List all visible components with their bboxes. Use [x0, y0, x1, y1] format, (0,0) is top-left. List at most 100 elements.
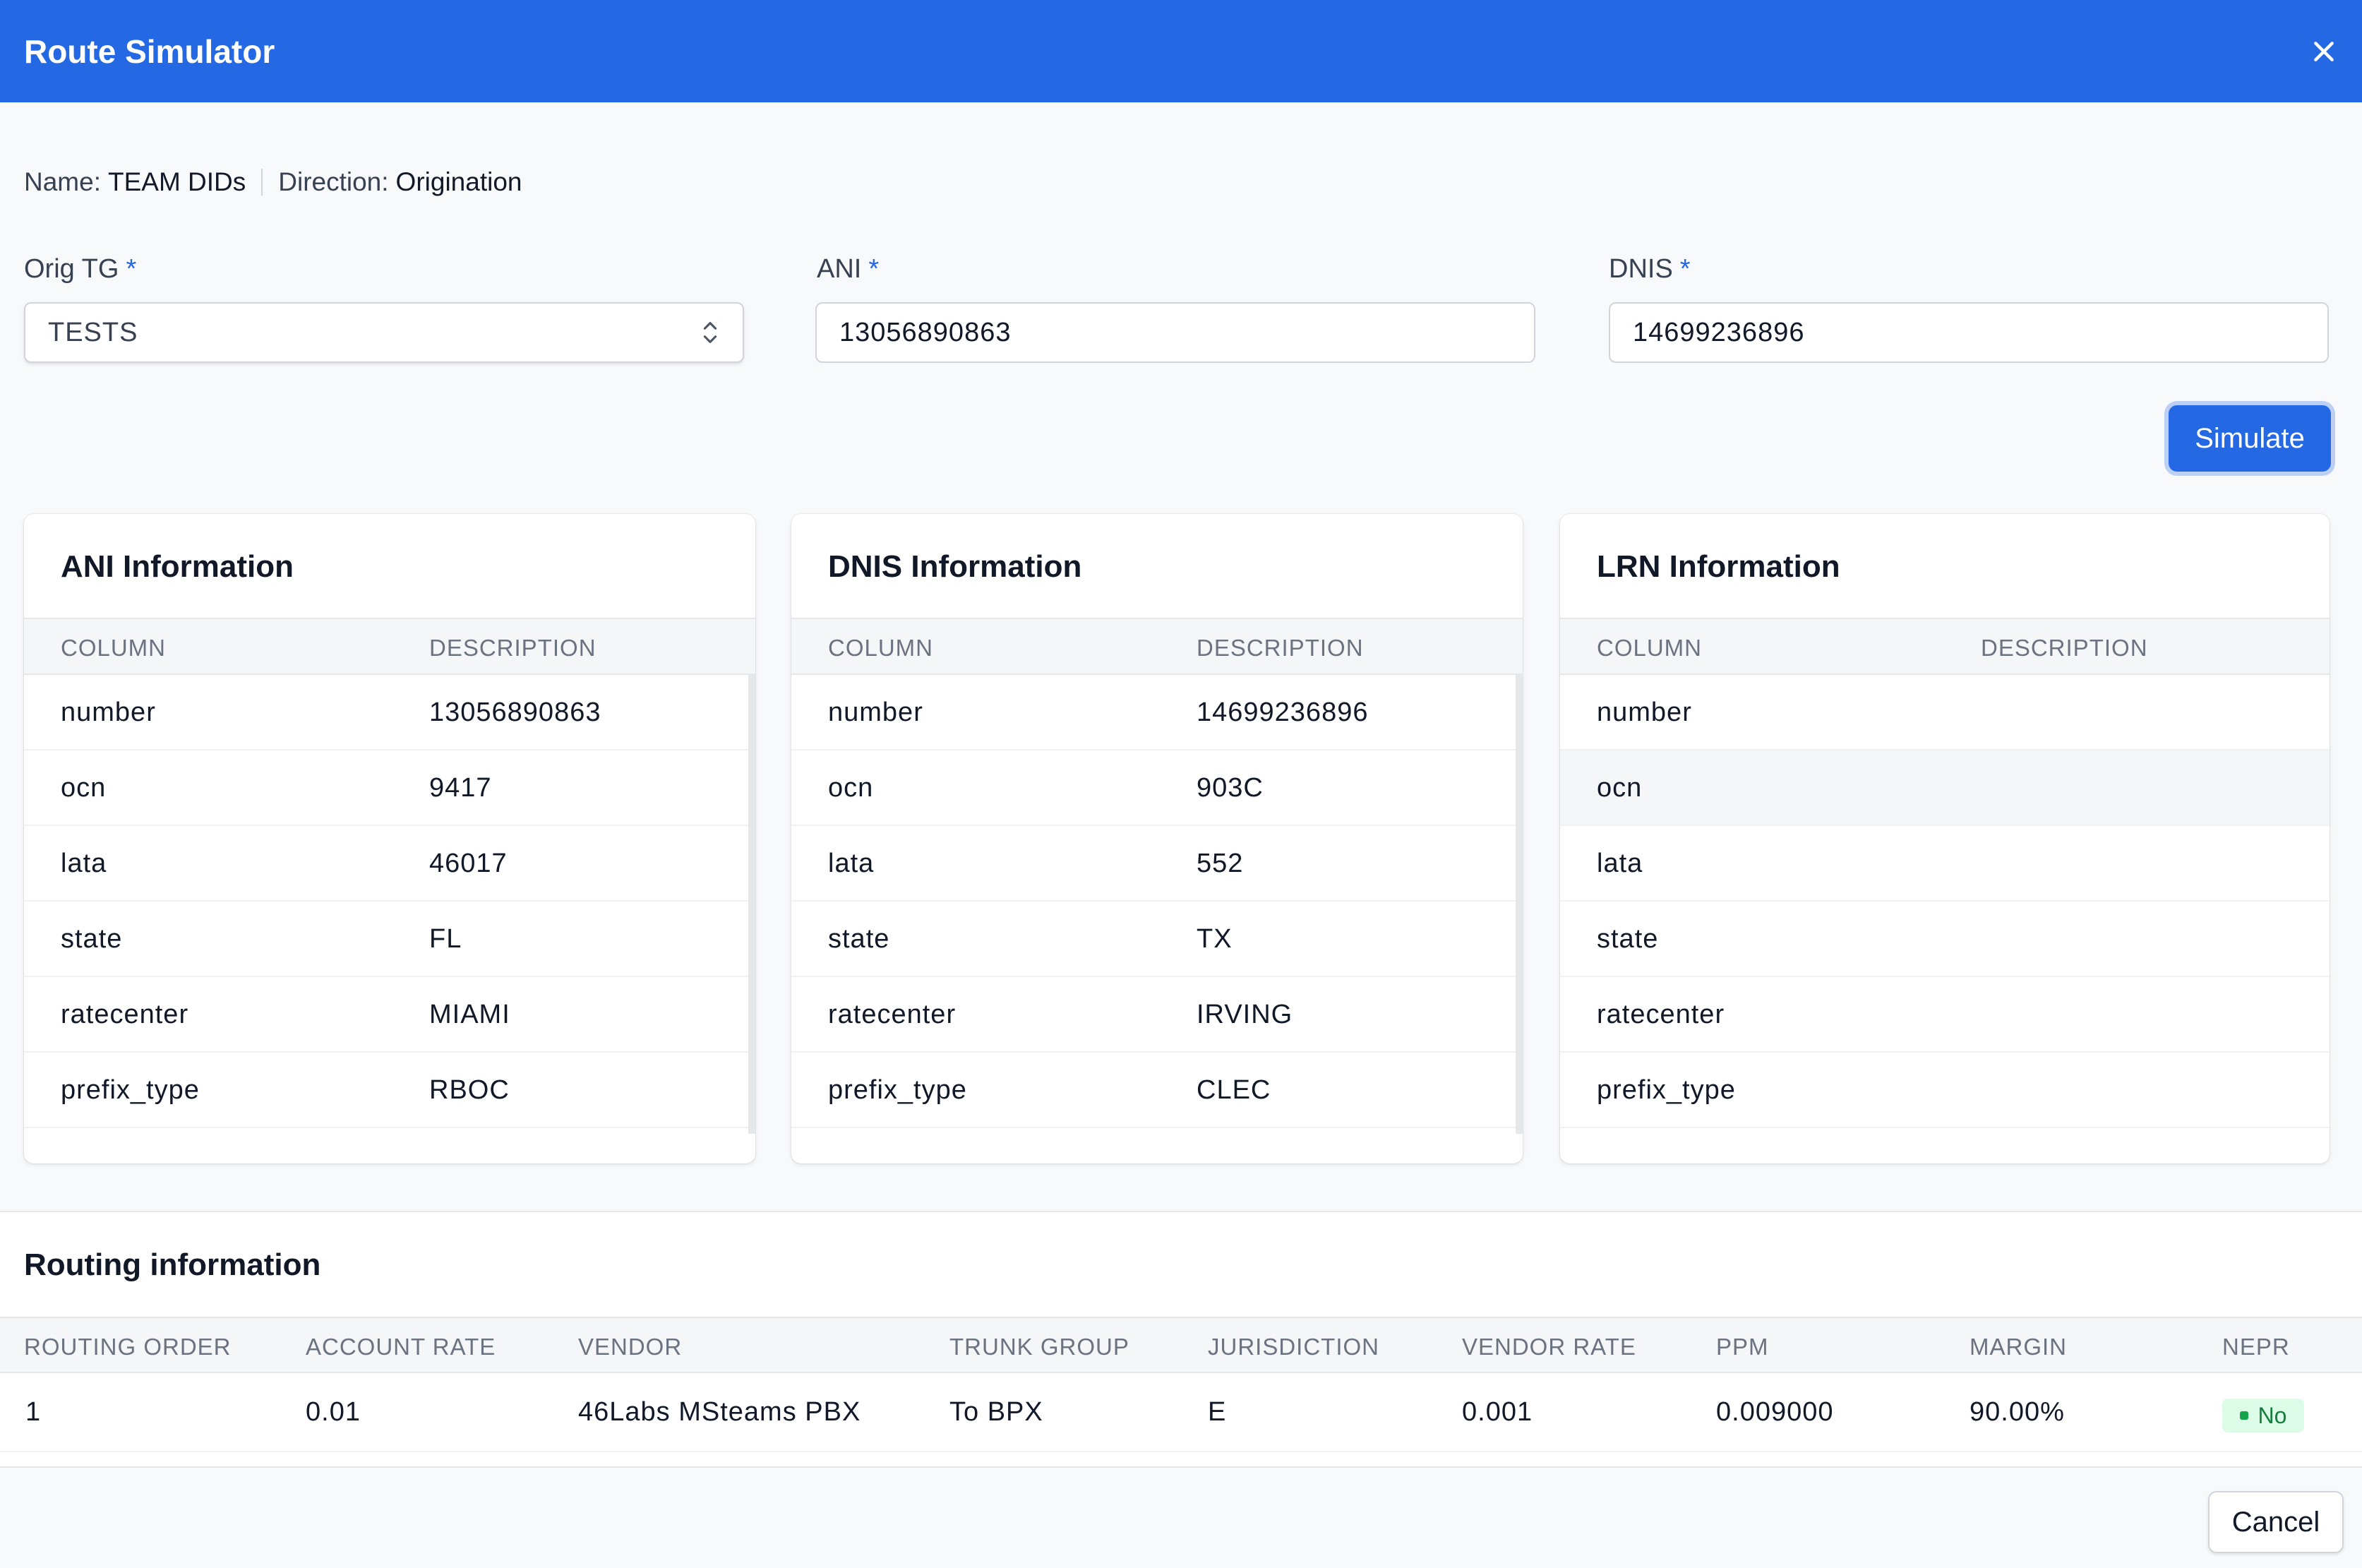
row-description: TX — [1197, 924, 1233, 954]
row-column: ocn — [61, 773, 107, 803]
table-row: ocn 903C — [791, 750, 1523, 826]
table-row: number — [1560, 675, 2330, 750]
nepr-value: No — [2258, 1402, 2287, 1428]
ani-input[interactable]: 13056890863 — [815, 302, 1535, 363]
cell-trunk-group: To BPX — [949, 1397, 1043, 1427]
card-title: LRN Information — [1597, 549, 1840, 584]
name-label: Name: — [24, 167, 101, 196]
row-description: IRVING — [1197, 1000, 1293, 1029]
cell-vendor-rate: 0.001 — [1462, 1397, 1533, 1427]
row-column: prefix_type — [61, 1075, 200, 1105]
row-column: ocn — [828, 773, 874, 803]
row-column: state — [1597, 924, 1659, 954]
table-row: prefix_type RBOC — [24, 1053, 755, 1128]
direction-value: Origination — [395, 167, 522, 196]
table-row: lata — [1560, 826, 2330, 902]
table-row: ratecenter IRVING — [791, 977, 1523, 1053]
simulate-button[interactable]: Simulate — [2169, 405, 2331, 472]
row-column: state — [828, 924, 890, 954]
column-header: COLUMN — [61, 635, 167, 661]
ani-label: ANI * — [817, 254, 879, 285]
header-jurisdiction: JURISDICTION — [1208, 1334, 1379, 1360]
description-header: DESCRIPTION — [1197, 635, 1364, 661]
routing-title: Routing information — [24, 1247, 321, 1282]
scrollbar[interactable] — [1516, 675, 1523, 1134]
column-header: COLUMN — [1597, 635, 1703, 661]
row-column: number — [1597, 698, 1692, 727]
orig-tg-select[interactable]: TESTS — [24, 302, 744, 363]
required-marker: * — [126, 254, 137, 284]
required-marker: * — [868, 254, 880, 284]
column-header: COLUMN — [828, 635, 934, 661]
row-column: lata — [61, 849, 107, 878]
ani-input-value: 13056890863 — [839, 317, 1012, 347]
row-description: FL — [429, 924, 462, 954]
cell-jurisdiction: E — [1208, 1397, 1227, 1427]
ani-label-text: ANI — [817, 254, 862, 284]
header-margin: MARGIN — [1970, 1334, 2067, 1360]
card-table-header: COLUMN DESCRIPTION — [24, 618, 755, 675]
row-column: ratecenter — [61, 1000, 189, 1029]
ani-information-card: ANI Information COLUMN DESCRIPTION numbe… — [24, 514, 755, 1163]
card-table-body: number 13056890863 ocn 9417 lata 46017 stat… — [24, 675, 755, 1128]
row-column: ratecenter — [1597, 1000, 1725, 1029]
card-title: ANI Information — [61, 549, 294, 584]
row-column: ocn — [1597, 773, 1643, 803]
row-column: lata — [828, 849, 875, 878]
cell-margin: 90.00% — [1970, 1397, 2065, 1427]
table-row: state — [1560, 902, 2330, 977]
direction-label: Direction: — [278, 167, 389, 196]
card-table-body: number ocn lata state ratecenter prefix_… — [1560, 675, 2330, 1128]
cell-vendor: 46Labs MSteams PBX — [578, 1397, 861, 1427]
table-row: prefix_type CLEC — [791, 1053, 1523, 1128]
card-table-body: number 14699236896 ocn 903C lata 552 state T… — [791, 675, 1523, 1128]
required-marker: * — [1679, 254, 1691, 284]
row-description: 9417 — [429, 773, 492, 803]
table-row: lata 46017 — [24, 826, 755, 902]
card-title: DNIS Information — [828, 549, 1082, 584]
dnis-input-value: 14699236896 — [1633, 317, 1805, 347]
header-nepr: NEPR — [2222, 1334, 2290, 1360]
row-description: MIAMI — [429, 1000, 510, 1029]
dnis-input[interactable]: 14699236896 — [1609, 302, 2329, 363]
row-column: lata — [1597, 849, 1643, 878]
card-table-header: COLUMN DESCRIPTION — [1560, 618, 2330, 675]
row-column: state — [61, 924, 123, 954]
row-column: number — [828, 698, 923, 727]
row-description: CLEC — [1197, 1075, 1271, 1105]
orig-tg-label-text: Orig TG — [24, 254, 119, 284]
scrollbar[interactable] — [748, 675, 755, 1134]
name-value: TEAM DIDs — [107, 167, 246, 196]
row-column: prefix_type — [1597, 1075, 1736, 1105]
chevron-up-down-icon — [703, 322, 717, 343]
header-vendor: VENDOR — [578, 1334, 683, 1360]
dnis-information-card: DNIS Information COLUMN DESCRIPTION numb… — [791, 514, 1523, 1163]
route-meta: Name: TEAM DIDs Direction: Origination — [24, 167, 522, 197]
header-ppm: PPM — [1716, 1334, 1769, 1360]
row-column: prefix_type — [828, 1075, 967, 1105]
routing-table-header: ROUTING ORDER ACCOUNT RATE VENDOR TRUNK … — [0, 1317, 2362, 1373]
cell-account-rate: 0.01 — [306, 1397, 361, 1427]
close-icon[interactable] — [2310, 37, 2338, 66]
card-table-header: COLUMN DESCRIPTION — [791, 618, 1523, 675]
description-header: DESCRIPTION — [1981, 635, 2148, 661]
row-description: 903C — [1197, 773, 1264, 803]
modal-title: Route Simulator — [24, 32, 275, 70]
table-row: ocn 9417 — [24, 750, 755, 826]
table-row: ratecenter MIAMI — [24, 977, 755, 1053]
dnis-label: DNIS * — [1609, 254, 1691, 285]
row-column: ratecenter — [828, 1000, 957, 1029]
cell-routing-order: 1 — [25, 1397, 42, 1427]
row-description: RBOC — [429, 1075, 510, 1105]
table-row: state TX — [791, 902, 1523, 977]
routing-information-section: Routing information ROUTING ORDER ACCOUN… — [0, 1211, 2362, 1468]
status-dot-icon — [2239, 1411, 2248, 1420]
row-description: 46017 — [429, 849, 508, 878]
orig-tg-label: Orig TG * — [24, 254, 136, 285]
row-description: 13056890863 — [429, 698, 601, 727]
dnis-label-text: DNIS — [1609, 254, 1673, 284]
table-row: prefix_type — [1560, 1053, 2330, 1128]
cancel-button[interactable]: Cancel — [2208, 1491, 2344, 1553]
header-vendor-rate: VENDOR RATE — [1462, 1334, 1636, 1360]
table-row: 1 0.01 46Labs MSteams PBX To BPX E 0.001… — [0, 1373, 2362, 1452]
